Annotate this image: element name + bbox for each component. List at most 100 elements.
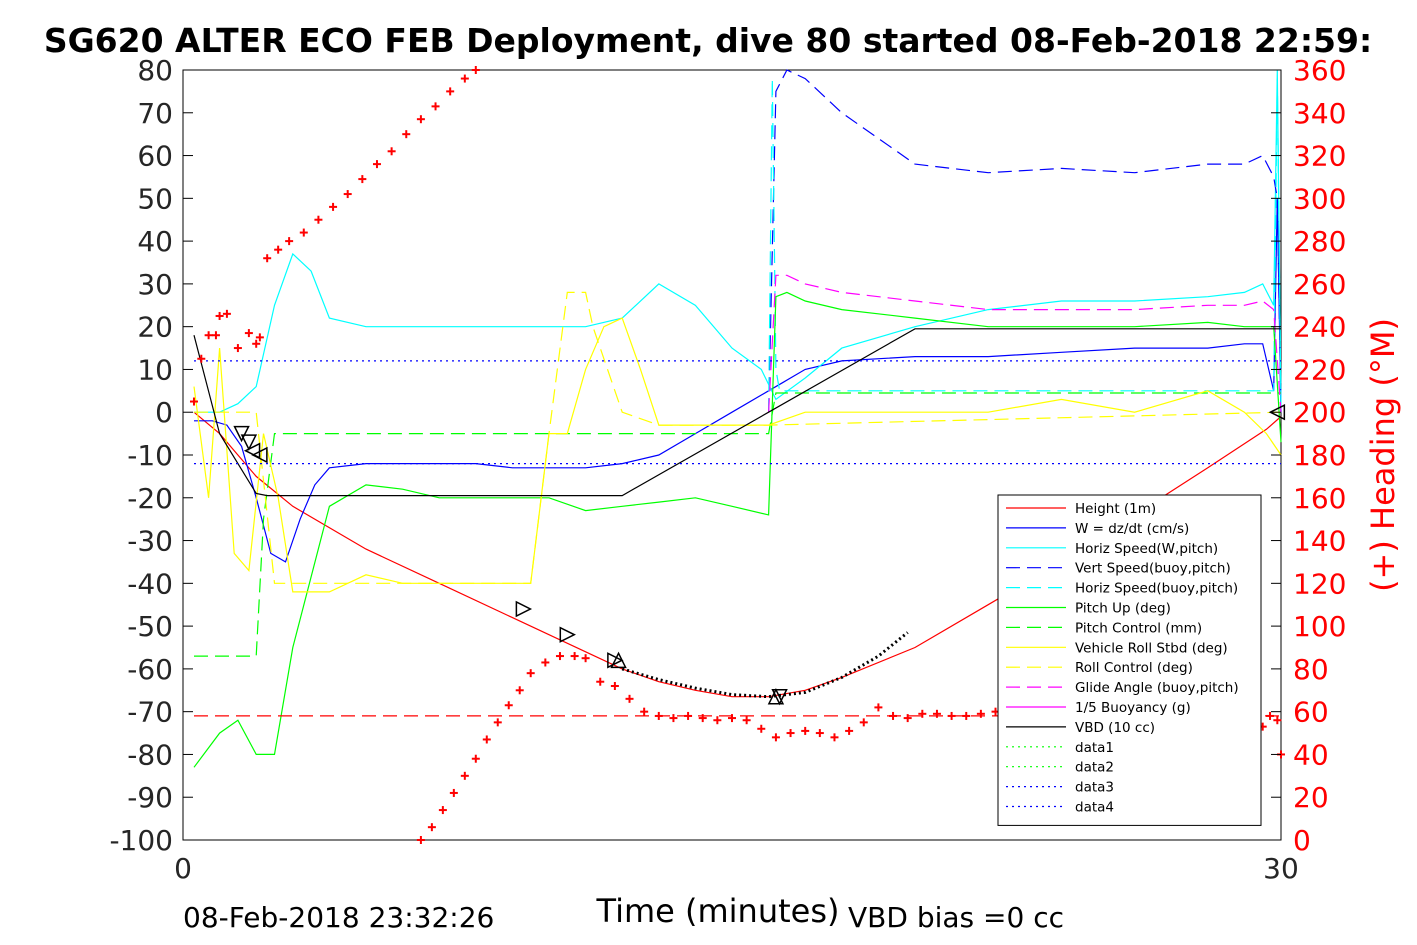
legend-entry: VBD (10 cc) [1075, 720, 1155, 736]
heading-marker [610, 682, 619, 690]
chart-title: SG620 ALTER ECO FEB Deployment, dive 80 … [44, 21, 1372, 60]
heading-marker [874, 703, 883, 712]
heading-marker [1273, 716, 1282, 725]
right-tick-label: 100 [1293, 610, 1346, 643]
right-tick-label: 140 [1293, 525, 1346, 558]
heading-marker [962, 711, 971, 720]
right-y-axis: 3603403203002802602402202001801601401201… [1271, 54, 1346, 857]
legend-entry: data3 [1075, 780, 1114, 796]
left-tick-label: -30 [127, 525, 173, 558]
series-line-11 [193, 328, 1281, 497]
series-line-5 [193, 291, 1282, 768]
legend-entry: data1 [1075, 740, 1114, 756]
left-tick-label: -50 [127, 610, 173, 643]
heading-marker [222, 309, 231, 318]
triangle-marker [240, 434, 258, 451]
left-tick-label: 60 [137, 140, 173, 173]
legend-entry: Pitch Control (mm) [1075, 620, 1202, 636]
left-tick-label: 30 [137, 268, 173, 301]
right-tick-label: 20 [1293, 781, 1329, 814]
heading-marker [446, 87, 455, 96]
heading-marker [493, 718, 502, 727]
right-tick-label: 40 [1293, 738, 1329, 771]
series-line-4 [768, 78, 1282, 413]
heading-marker [859, 718, 868, 727]
triangle-marker [1268, 404, 1286, 421]
triangle-marker [251, 446, 268, 464]
heading-marker [211, 331, 220, 340]
right-tick-label: 220 [1293, 353, 1346, 386]
right-tick-label: 180 [1293, 439, 1346, 472]
heading-marker [416, 836, 425, 844]
heading-marker [640, 707, 649, 716]
heading-marker [449, 788, 458, 797]
legend-entry: 1/5 Buoyancy (g) [1075, 700, 1191, 716]
triangle-marker [559, 626, 576, 643]
heading-marker [189, 397, 198, 406]
legend-box [997, 494, 1262, 826]
legend-entry: Horiz Speed(buoy,pitch) [1075, 581, 1238, 597]
left-tick-label: 70 [137, 97, 173, 130]
left-tick-label: 40 [137, 225, 173, 258]
left-tick-label: -90 [127, 781, 173, 814]
heading-marker [215, 311, 224, 320]
left-tick-label: 80 [137, 54, 173, 87]
right-tick-label: 80 [1293, 653, 1329, 686]
legend-entry: Roll Control (deg) [1075, 660, 1193, 676]
heading-marker [713, 716, 722, 725]
right-tick-label: 360 [1293, 54, 1346, 87]
triangle-marker [515, 600, 533, 618]
triangle-marker [243, 442, 261, 459]
heading-marker [684, 711, 693, 720]
left-tick-label: -80 [127, 738, 173, 771]
heading-marker [830, 733, 839, 742]
right-tick-label: 280 [1293, 225, 1346, 258]
right-tick-label: 200 [1293, 396, 1346, 429]
heading-marker [815, 729, 824, 738]
end-time-label: 08-Feb-2018 23:32:26 [183, 901, 494, 934]
heading-marker [372, 160, 381, 169]
series-line-3 [768, 69, 1282, 413]
heading-marker [581, 654, 590, 663]
heading-marker [515, 686, 524, 695]
series-line-1 [194, 198, 1282, 563]
heading-marker [625, 694, 634, 703]
triangle-marker [610, 651, 627, 669]
right-tick-label: 240 [1293, 311, 1346, 344]
triangle-marker [607, 652, 624, 669]
black-dotted-segment [621, 631, 909, 699]
heading-marker [918, 709, 927, 718]
heading-marker [526, 669, 535, 678]
heading-marker [471, 754, 480, 763]
heading-marker [976, 709, 985, 718]
heading-marker [570, 652, 579, 661]
heading-marker [387, 147, 396, 156]
legend-entry: data2 [1075, 760, 1114, 776]
series-line-6 [194, 392, 1281, 657]
heading-marker [274, 245, 283, 254]
heading-marker [596, 677, 605, 686]
legend-entry: W = dz/dt (cm/s) [1075, 521, 1189, 537]
heading-marker [329, 202, 338, 211]
heading-marker [204, 331, 213, 340]
heading-marker [504, 701, 513, 710]
x-axis-label: Time (minutes) [596, 892, 840, 930]
heading-marker [255, 333, 264, 342]
legend-entry: data4 [1075, 800, 1114, 816]
heading-marker [427, 823, 436, 832]
heading-marker [845, 726, 854, 735]
left-y-axis: 80 70 60 50 40 30 20 10 0 -10 -20 -30 -40 -50 -60 -70 -8… [109, 54, 193, 857]
left-tick-label: -40 [127, 567, 173, 600]
heading-marker [285, 237, 294, 246]
right-tick-label: 120 [1293, 567, 1346, 600]
right-tick-label: 260 [1293, 268, 1346, 301]
right-tick-label: 60 [1293, 696, 1329, 729]
heading-marker [252, 339, 261, 348]
right-tick-label: 320 [1293, 140, 1346, 173]
left-tick-label: -70 [127, 696, 173, 729]
legend-entry: Pitch Up (deg) [1075, 601, 1171, 617]
x-axis: 0 30 [174, 830, 1299, 885]
heading-marker [460, 74, 469, 83]
heading-marker [728, 714, 736, 723]
